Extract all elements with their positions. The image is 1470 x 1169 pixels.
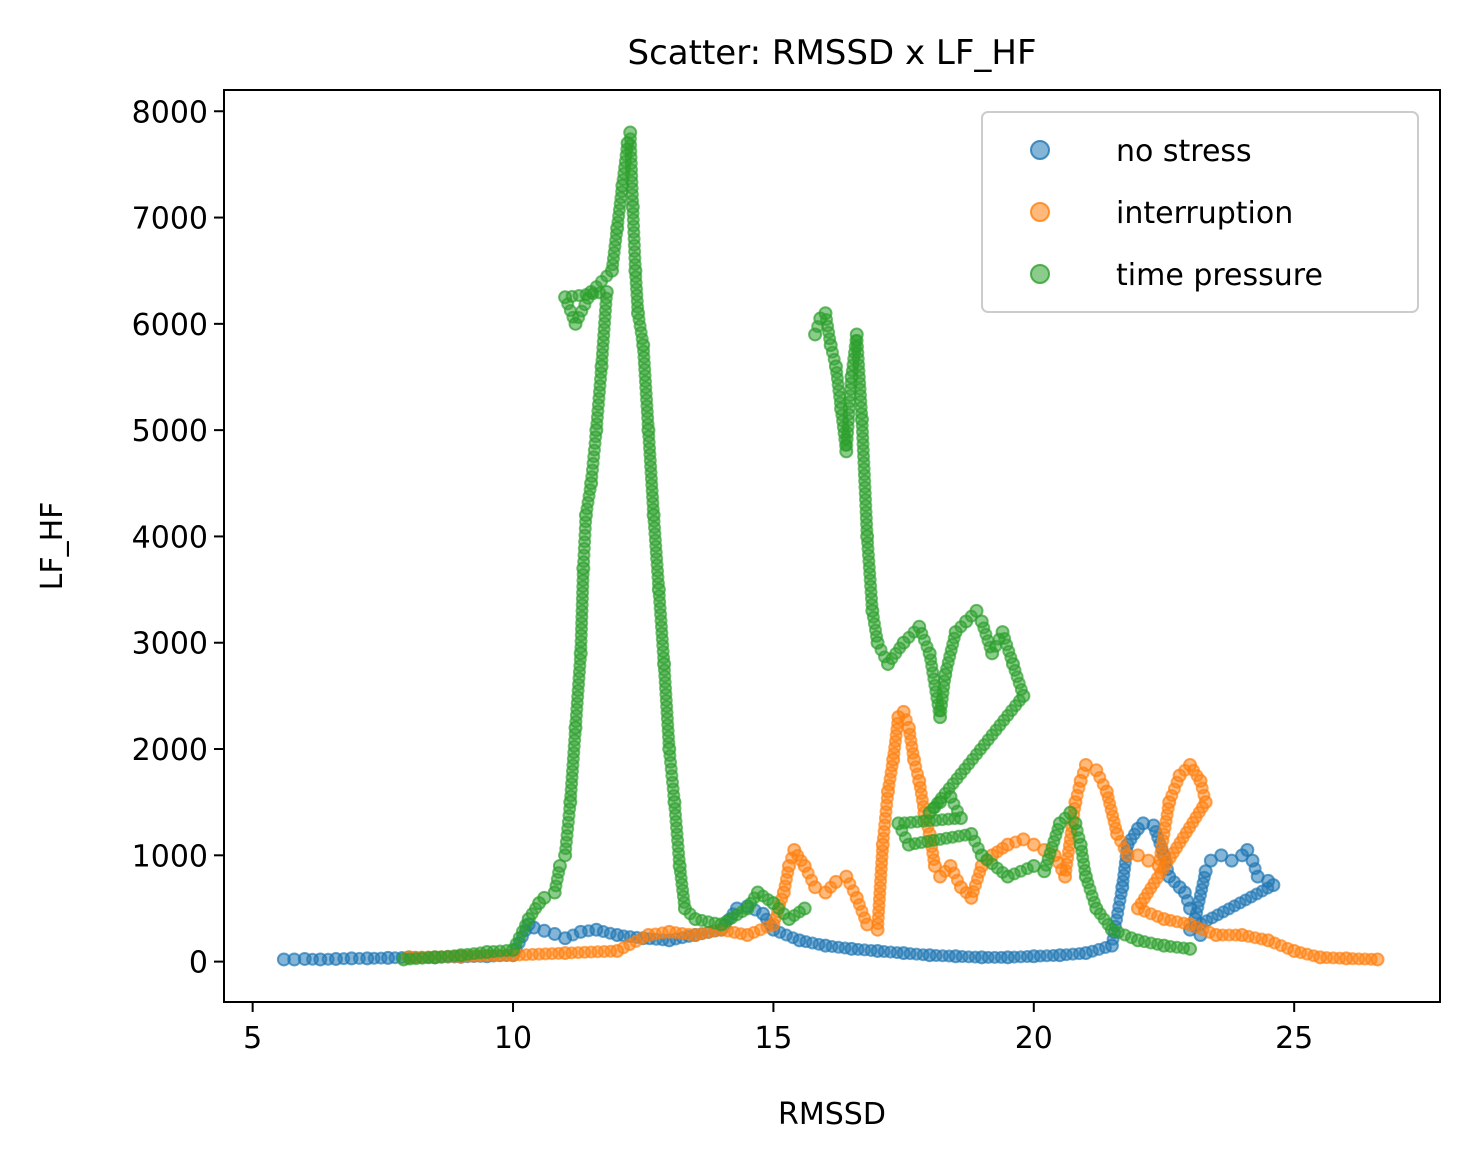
x-tick-label: 20 (1015, 1021, 1053, 1056)
legend: no stress interruption time pressure (981, 111, 1419, 313)
y-tick-label: 7000 (132, 202, 208, 237)
y-tick-label: 8000 (132, 95, 208, 130)
y-tick-label: 3000 (132, 627, 208, 662)
y-tick-label: 2000 (132, 733, 208, 768)
y-tick-label: 5000 (132, 414, 208, 449)
legend-label: no stress (1116, 134, 1252, 169)
data-point (797, 901, 812, 916)
chart-title: Scatter: RMSSD x LF_HF (628, 33, 1037, 73)
legend-box (981, 111, 1419, 313)
legend-marker (1030, 202, 1050, 222)
x-tick-label: 10 (494, 1021, 532, 1056)
series-time-pressure (396, 125, 1198, 967)
x-tick-label: 25 (1275, 1021, 1313, 1056)
y-axis-ticks: 0 1000 2000 3000 4000 5000 6000 7000 8000 (132, 95, 224, 981)
legend-marker (1030, 140, 1050, 160)
data-point (1183, 941, 1198, 956)
legend-marker (1030, 264, 1050, 284)
plot-marks (276, 125, 1385, 967)
x-tick-label: 5 (243, 1021, 262, 1056)
x-tick-label: 15 (754, 1021, 792, 1056)
x-axis-label: RMSSD (778, 1097, 886, 1132)
y-tick-label: 0 (189, 946, 208, 981)
y-tick-label: 4000 (132, 520, 208, 555)
y-tick-label: 6000 (132, 308, 208, 343)
legend-label: time pressure (1116, 258, 1323, 293)
series-interruption (401, 704, 1385, 967)
plot-frame (223, 89, 1441, 1003)
x-axis-ticks: 5 10 15 20 25 (243, 1002, 1313, 1056)
y-axis-label: LF_HF (35, 502, 70, 591)
legend-label: interruption (1116, 196, 1293, 231)
y-tick-label: 1000 (132, 839, 208, 874)
data-point (1370, 952, 1385, 967)
